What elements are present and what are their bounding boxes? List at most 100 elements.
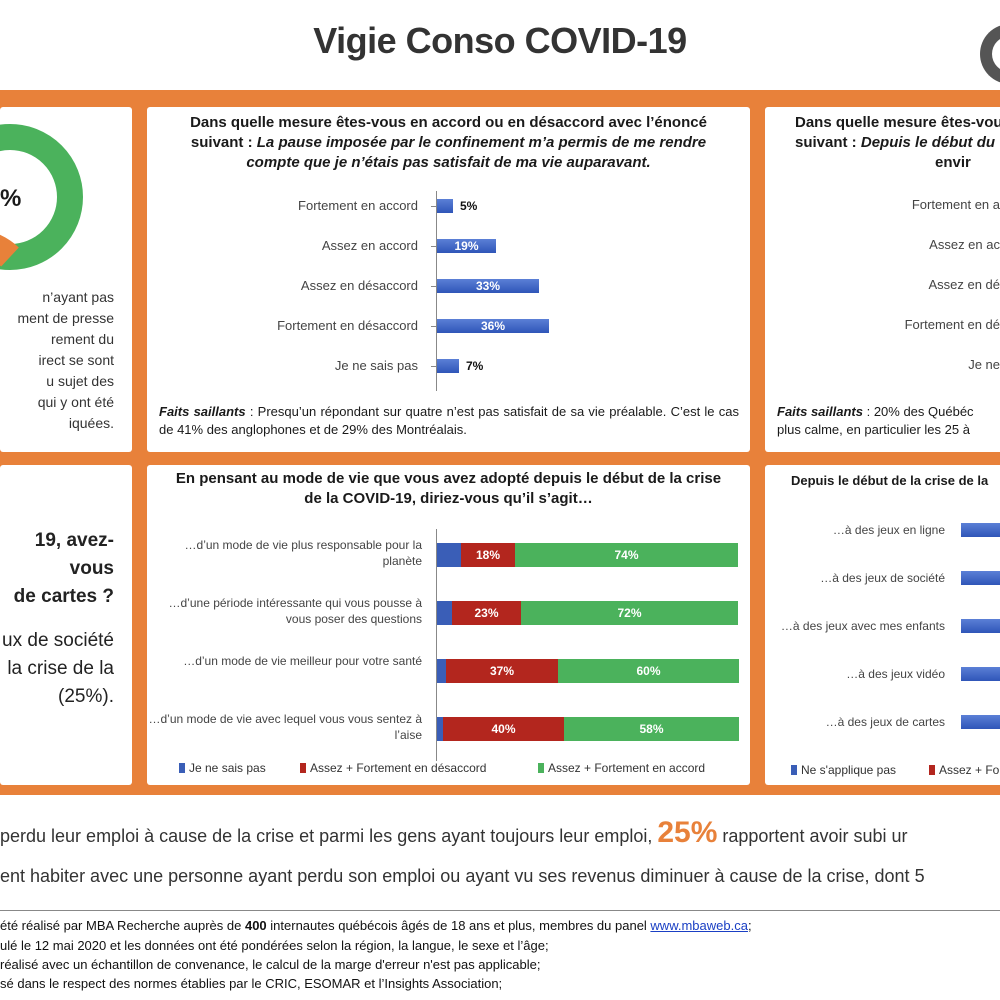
chart2-segment bbox=[452, 601, 521, 625]
left-bottom-text: 19, avez-vous de cartes ? ux de société la … bbox=[0, 527, 114, 711]
chart1-category-label: Assez en désaccord bbox=[300, 278, 418, 293]
left-bottom-line: 19, avez-vous bbox=[34, 530, 114, 579]
chart2-data-label: 37% bbox=[489, 664, 515, 678]
chart2-category-label: …d’un mode de vie plus responsable pour … bbox=[184, 538, 422, 568]
games-category-label: …à des jeux vidéo bbox=[846, 667, 945, 681]
summary-line-2: ent habiter avec une personne ayant perd… bbox=[0, 866, 925, 886]
chart2-segment bbox=[558, 659, 739, 683]
left-bottom-line: de cartes ? bbox=[13, 586, 114, 607]
footnote-1: été réalisé par MBA Recherche auprès de … bbox=[0, 918, 752, 933]
games-category-label: …à des jeux de société bbox=[820, 571, 945, 585]
chart1-category-label: Assez en accord bbox=[321, 238, 418, 253]
chart2-legend-swatch bbox=[300, 763, 306, 773]
footnote-4: sé dans le respect des normes établies p… bbox=[0, 976, 503, 991]
panel-top-right: Dans quelle mesure êtes-vou suivant : De… bbox=[765, 107, 1000, 452]
chart2-data-label: 74% bbox=[614, 548, 639, 562]
games-category-label: …à des jeux avec mes enfants bbox=[780, 619, 945, 633]
top-right-category-label: Assez en ac bbox=[929, 237, 1000, 252]
chart2-axis bbox=[436, 529, 437, 761]
chart2-segment bbox=[437, 717, 443, 741]
summary-line-1: perdu leur emploi à cause de la crise et… bbox=[0, 816, 908, 849]
chart1-data-label: 19% bbox=[454, 239, 479, 253]
left-top-text: n’ayant pas ment de presse rement du irect … bbox=[18, 287, 115, 434]
footnote-3: réalisé avec un échantillon de convenanc… bbox=[0, 957, 541, 972]
games-bar bbox=[961, 619, 1000, 633]
chart1-tick bbox=[431, 366, 436, 367]
chart1-tick bbox=[431, 206, 436, 207]
chart1-data-label: 36% bbox=[480, 319, 506, 333]
page-title: Vigie Conso COVID-19 bbox=[313, 20, 687, 61]
chart2-legend-swatch bbox=[538, 763, 544, 773]
panel-life-satisfaction: Dans quelle mesure êtes-vous en accord o… bbox=[147, 107, 750, 452]
chart1-axis bbox=[436, 191, 437, 391]
left-bottom-line: la crise de la bbox=[7, 658, 114, 679]
games-bar bbox=[961, 523, 1000, 537]
faits-saillants-top-right: Faits saillants : 20% des Québéc plus ca… bbox=[777, 404, 974, 437]
chart1-data-label: 5% bbox=[460, 199, 478, 213]
top-right-category-label: Fortement en dé bbox=[904, 317, 1000, 332]
question-life-satisfaction: Dans quelle mesure êtes-vous en accord o… bbox=[190, 114, 707, 171]
chart2-segment bbox=[521, 601, 738, 625]
chart2-data-label: 40% bbox=[491, 722, 516, 736]
chart2-legend-swatch bbox=[179, 763, 185, 773]
left-top-line: ment de presse bbox=[17, 310, 115, 326]
left-top-line: iquées. bbox=[68, 415, 114, 431]
games-legend-swatch bbox=[791, 765, 797, 775]
chart2-segment bbox=[437, 601, 452, 625]
left-top-line: n’ayant pas bbox=[42, 289, 114, 305]
chart1-category-label: Fortement en accord bbox=[298, 198, 418, 213]
games-category-label: …à des jeux en ligne bbox=[832, 523, 945, 537]
chart2-category-label: …d’un mode de vie avec lequel vous vous … bbox=[148, 712, 423, 742]
chart1-tick bbox=[431, 246, 436, 247]
top-right-category-label: Je ne bbox=[968, 357, 1000, 372]
chart2-segment bbox=[443, 717, 564, 741]
footnote-2: ulé le 12 mai 2020 et les données ont ét… bbox=[0, 938, 549, 953]
panel-bottom-left: 19, avez-vous de cartes ? ux de société la … bbox=[0, 465, 132, 785]
left-top-line: irect se sont bbox=[38, 352, 114, 368]
chart2-segment bbox=[437, 659, 446, 683]
panel-lifestyle: En pensant au mode de vie que vous avez … bbox=[147, 465, 750, 785]
chart1-bar bbox=[437, 239, 496, 253]
donut-chart bbox=[0, 124, 83, 270]
chart1-tick bbox=[431, 326, 436, 327]
chart2-legend-label: Je ne sais pas bbox=[189, 761, 266, 775]
chart2-legend-label: Assez + Fortement en accord bbox=[548, 761, 706, 775]
top-right-category-label: Fortement en a bbox=[911, 197, 1000, 212]
chart1-bar bbox=[437, 279, 539, 293]
top-right-category-label: Assez en dé bbox=[928, 277, 1000, 292]
question-top-right: Dans quelle mesure êtes-vou suivant : De… bbox=[795, 114, 1000, 171]
chart2-category-label: …d’une période intéressante qui vous pou… bbox=[168, 596, 423, 626]
mbaweb-link[interactable]: www.mbaweb.ca bbox=[650, 918, 748, 933]
games-legend-swatch bbox=[929, 765, 935, 775]
chart2-data-label: 60% bbox=[636, 664, 661, 678]
panel-bottom-right: Depuis le début de la crise de la …à des… bbox=[765, 465, 1000, 785]
chart2-segment bbox=[515, 543, 738, 567]
chart2-segment bbox=[446, 659, 558, 683]
chart2-segment bbox=[564, 717, 739, 741]
games-bar bbox=[961, 667, 1000, 681]
chart1-category-label: Je ne sais pas bbox=[334, 358, 418, 373]
games-bar bbox=[961, 715, 1000, 729]
games-legend-label: Ne s'applique pas bbox=[801, 763, 897, 777]
left-top-line: qui y ont été bbox=[37, 394, 114, 410]
left-top-line: u sujet des bbox=[46, 373, 114, 389]
chart2-category-label: …d’un mode de vie meilleur pour votre sa… bbox=[183, 654, 422, 668]
donut-orange-arc bbox=[0, 235, 19, 267]
chart1-bar bbox=[437, 319, 549, 333]
games-category-label: …à des jeux de cartes bbox=[825, 715, 945, 729]
chart2-data-label: 58% bbox=[639, 722, 664, 736]
chart1-data-label: 33% bbox=[475, 279, 501, 293]
chart2-data-label: 18% bbox=[475, 548, 501, 562]
chart1-category-label: Fortement en désaccord bbox=[277, 318, 418, 333]
left-bottom-line: (25%). bbox=[58, 686, 114, 707]
question-lifestyle: En pensant au mode de vie que vous avez … bbox=[175, 470, 722, 507]
chart2-segment bbox=[461, 543, 515, 567]
chart1-bar bbox=[437, 359, 459, 373]
question-bottom-right: Depuis le début de la crise de la bbox=[791, 473, 989, 488]
left-bottom-line: ux de société bbox=[2, 630, 114, 651]
faits-saillants-life: Faits saillants : Presqu’un répondant su… bbox=[159, 404, 739, 437]
chart1-tick bbox=[431, 286, 436, 287]
chart2-data-label: 23% bbox=[474, 606, 499, 620]
donut-label: % bbox=[0, 185, 22, 212]
chart1-bar bbox=[437, 199, 453, 213]
